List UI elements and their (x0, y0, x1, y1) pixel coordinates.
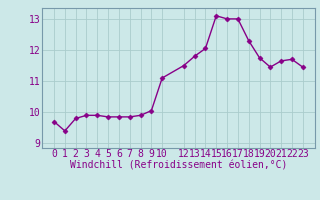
X-axis label: Windchill (Refroidissement éolien,°C): Windchill (Refroidissement éolien,°C) (70, 161, 287, 171)
